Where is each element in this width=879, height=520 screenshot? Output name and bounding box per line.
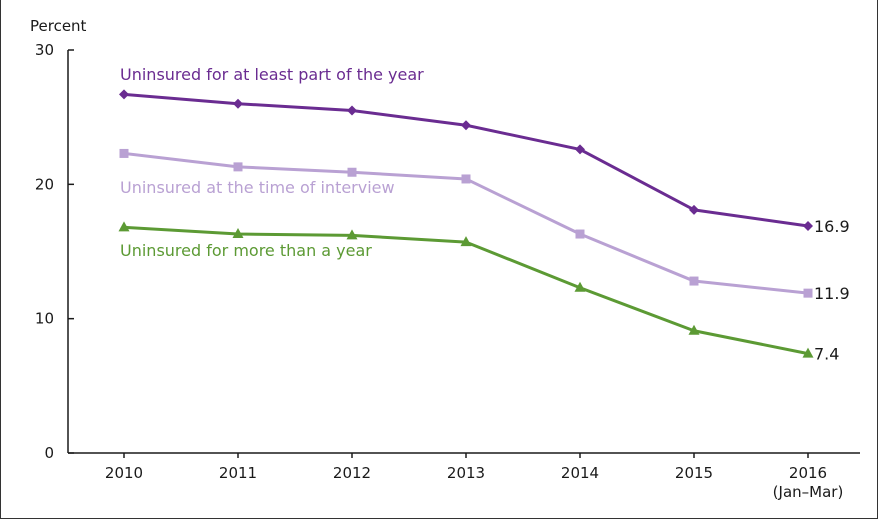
data-point-triangle [346,229,358,240]
data-point-diamond [347,105,357,116]
x-tick-label: 2015 [675,464,713,482]
data-point-square [461,174,471,184]
y-axis-title: Percent [30,17,87,35]
series-line [123,92,809,228]
series-line [123,151,809,295]
y-tick-label: 30 [35,41,54,59]
axes: 0 10 20 30 2010 2011 2012 2013 2014 2015 2016(Jan–… [35,41,860,501]
series-3 [118,221,814,358]
x-tick-label: 2013 [447,464,485,482]
data-point-square [575,229,585,239]
data-point-triangle [118,221,130,232]
end-value-label: 7.4 [814,345,839,364]
data-point-square [689,276,699,286]
series-label: Uninsured at the time of interview [120,178,395,197]
x-tick-label: 2011 [219,464,257,482]
series-1 [119,89,813,231]
data-point-triangle [460,236,472,247]
y-tick-label: 20 [35,175,54,193]
series-label: Uninsured for at least part of the year [120,65,424,84]
series-layer [118,89,814,358]
data-point-square [233,162,243,172]
data-point-diamond [689,204,699,215]
y-tick-label: 10 [35,310,54,328]
x-tick-label: 2016 [789,464,827,482]
series-2 [119,148,813,298]
x-tick-label: 2012 [333,464,371,482]
data-point-triangle [574,281,586,292]
data-point-triangle [232,228,244,239]
y-tick-label: 0 [44,444,54,462]
data-point-triangle [802,347,814,358]
data-point-diamond [233,98,243,109]
data-point-diamond [575,144,585,155]
data-point-square [803,288,813,298]
series-label: Uninsured for more than a year [120,241,372,260]
x-tick-sublabel: (Jan–Mar) [773,483,844,501]
data-point-diamond [803,220,813,231]
x-tick-label: 2014 [561,464,599,482]
data-point-square [119,148,129,158]
data-point-diamond [119,89,129,100]
labels-layer: Uninsured for at least part of the year 1… [120,65,850,364]
end-value-label: 16.9 [814,217,850,236]
data-point-square [347,167,357,177]
x-tick-label: 2010 [105,464,143,482]
end-value-label: 11.9 [814,284,850,303]
data-point-diamond [461,120,471,131]
data-point-triangle [688,324,700,335]
